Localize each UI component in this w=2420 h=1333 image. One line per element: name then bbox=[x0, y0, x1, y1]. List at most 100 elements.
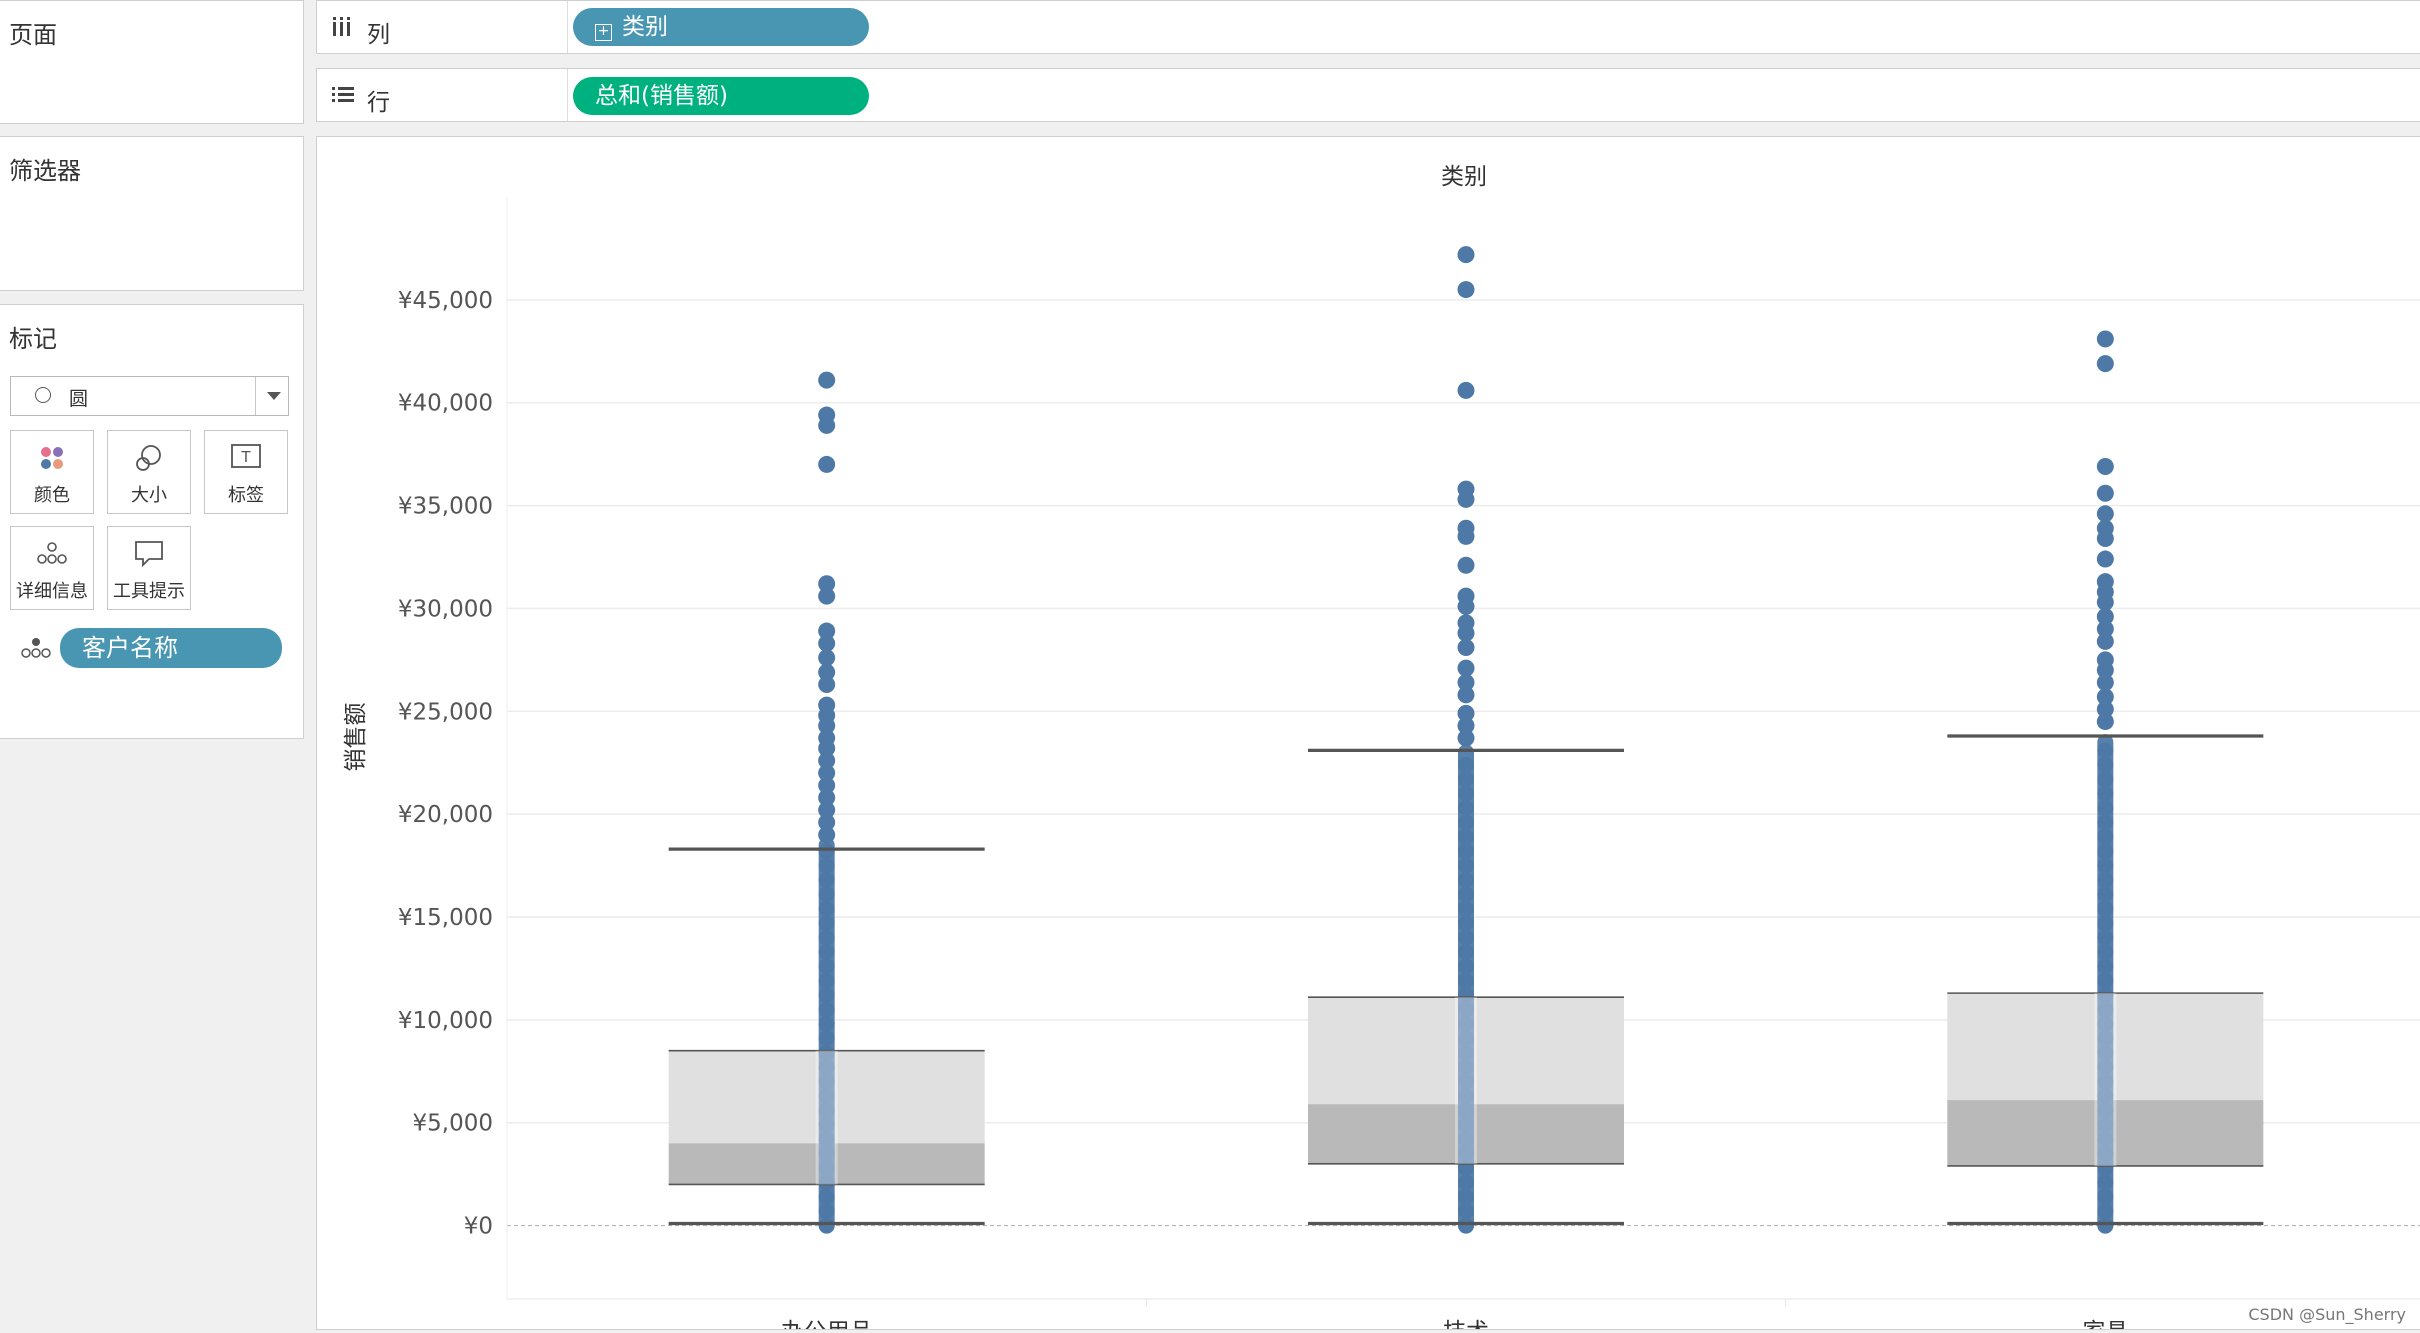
data-point bbox=[1458, 987, 1474, 1004]
data-point bbox=[2097, 785, 2114, 802]
data-point bbox=[1458, 1087, 1474, 1104]
data-point bbox=[2097, 756, 2114, 773]
data-point bbox=[818, 752, 836, 770]
label-button[interactable]: T 标签 bbox=[204, 430, 288, 514]
data-point bbox=[2097, 1001, 2114, 1018]
data-point bbox=[818, 1145, 835, 1162]
columns-icon bbox=[333, 17, 350, 36]
data-point bbox=[1458, 1001, 1474, 1018]
data-point bbox=[1457, 597, 1475, 615]
x-tick-label: 家具 bbox=[2082, 1319, 2128, 1329]
data-point bbox=[2097, 742, 2114, 759]
data-point bbox=[2096, 529, 2114, 547]
marks-panel-title: 标记 bbox=[9, 325, 57, 353]
detail-button[interactable]: 详细信息 bbox=[10, 526, 94, 610]
data-point bbox=[818, 1116, 835, 1133]
data-point bbox=[1458, 900, 1474, 917]
data-point bbox=[1458, 771, 1474, 788]
data-point bbox=[818, 676, 836, 694]
data-point bbox=[2096, 550, 2114, 568]
detail-pill-customer-name[interactable]: 客户名称 bbox=[60, 628, 282, 668]
y-tick-label: ¥45,000 bbox=[398, 288, 493, 314]
data-point bbox=[1458, 785, 1474, 802]
data-point bbox=[1458, 814, 1474, 831]
x-tick-label: 技术 bbox=[1443, 1319, 1489, 1329]
data-point bbox=[2097, 929, 2114, 946]
boxplot-chart[interactable]: 类别 销售额 ¥0 ¥5,000 ¥10,000 ¥15,000 ¥20,000 ¥25,… bbox=[317, 137, 2420, 1333]
data-point bbox=[2097, 871, 2114, 888]
data-point bbox=[818, 717, 836, 735]
data-point bbox=[818, 843, 835, 860]
data-point bbox=[818, 663, 836, 681]
data-point bbox=[2097, 1116, 2114, 1133]
data-point bbox=[818, 371, 836, 389]
data-point bbox=[818, 1073, 835, 1090]
color-button[interactable]: 颜色 bbox=[10, 430, 94, 514]
pages-panel-title: 页面 bbox=[9, 21, 57, 49]
columns-shelf-header: 列 bbox=[317, 1, 568, 53]
data-point bbox=[2097, 1087, 2114, 1104]
size-icon bbox=[136, 445, 161, 471]
columns-shelf[interactable]: 列 + 类别 bbox=[316, 0, 2420, 54]
dropdown-divider bbox=[255, 377, 256, 415]
data-point bbox=[818, 958, 835, 975]
data-point bbox=[1458, 1030, 1474, 1047]
pages-panel[interactable]: 页面 bbox=[0, 0, 304, 124]
data-point bbox=[2097, 1159, 2114, 1176]
rows-pill-sales-sum[interactable]: 总和(销售额) bbox=[573, 77, 869, 115]
tooltip-button[interactable]: 工具提示 bbox=[107, 526, 191, 610]
y-tick-label: ¥35,000 bbox=[398, 494, 493, 520]
data-point bbox=[1458, 1188, 1474, 1205]
data-point bbox=[1458, 1203, 1474, 1220]
data-point bbox=[818, 575, 836, 593]
viz-area[interactable]: 类别 销售额 ¥0 ¥5,000 ¥10,000 ¥15,000 ¥20,000 ¥25,… bbox=[316, 136, 2420, 1333]
category-points bbox=[818, 371, 836, 1234]
data-point bbox=[1458, 756, 1474, 773]
data-point bbox=[1457, 246, 1475, 264]
data-point bbox=[2097, 1059, 2114, 1076]
data-point bbox=[1458, 1015, 1474, 1032]
data-point bbox=[818, 813, 836, 831]
text-label-icon: T bbox=[231, 444, 261, 468]
rows-shelf[interactable]: 行 总和(销售额) bbox=[316, 68, 2420, 122]
data-point bbox=[1458, 1059, 1474, 1076]
box-overlay bbox=[2094, 993, 2117, 1166]
data-point bbox=[818, 1174, 835, 1191]
data-point bbox=[1457, 659, 1475, 677]
data-point bbox=[818, 649, 836, 667]
data-point bbox=[2097, 857, 2114, 874]
detail-field-icon bbox=[21, 638, 51, 658]
data-point bbox=[2096, 688, 2114, 706]
data-point bbox=[1458, 886, 1474, 903]
filters-panel[interactable]: 筛选器 bbox=[0, 136, 304, 291]
data-point bbox=[1458, 799, 1474, 816]
data-point bbox=[1458, 1102, 1474, 1119]
data-point bbox=[1458, 1174, 1474, 1191]
data-point bbox=[818, 886, 835, 903]
y-tick-label: ¥20,000 bbox=[398, 802, 493, 828]
data-point bbox=[818, 764, 836, 782]
data-point bbox=[1458, 972, 1474, 989]
data-point bbox=[1457, 281, 1475, 299]
size-button[interactable]: 大小 bbox=[107, 430, 191, 514]
data-point bbox=[1457, 729, 1475, 747]
data-point bbox=[1458, 1131, 1474, 1148]
data-point bbox=[2097, 1188, 2114, 1205]
tooltip-button-label: 工具提示 bbox=[113, 581, 185, 602]
columns-pill-category[interactable]: + 类别 bbox=[573, 8, 869, 46]
box-lines-layer bbox=[668, 734, 2264, 1226]
y-tick-label: ¥10,000 bbox=[398, 1008, 493, 1034]
data-point bbox=[818, 929, 835, 946]
mark-type-dropdown[interactable]: 圆 bbox=[10, 376, 289, 416]
data-point bbox=[2097, 1102, 2114, 1119]
data-point bbox=[818, 622, 836, 640]
tooltip-icon bbox=[135, 541, 163, 568]
y-tick-label: ¥30,000 bbox=[398, 596, 493, 622]
detail-button-label: 详细信息 bbox=[16, 581, 88, 602]
chevron-down-icon[interactable] bbox=[267, 392, 281, 400]
data-point bbox=[1458, 828, 1474, 845]
data-point bbox=[1457, 717, 1475, 735]
data-point bbox=[818, 587, 836, 605]
marks-panel: 标记 bbox=[0, 304, 304, 739]
data-point bbox=[2097, 771, 2114, 788]
